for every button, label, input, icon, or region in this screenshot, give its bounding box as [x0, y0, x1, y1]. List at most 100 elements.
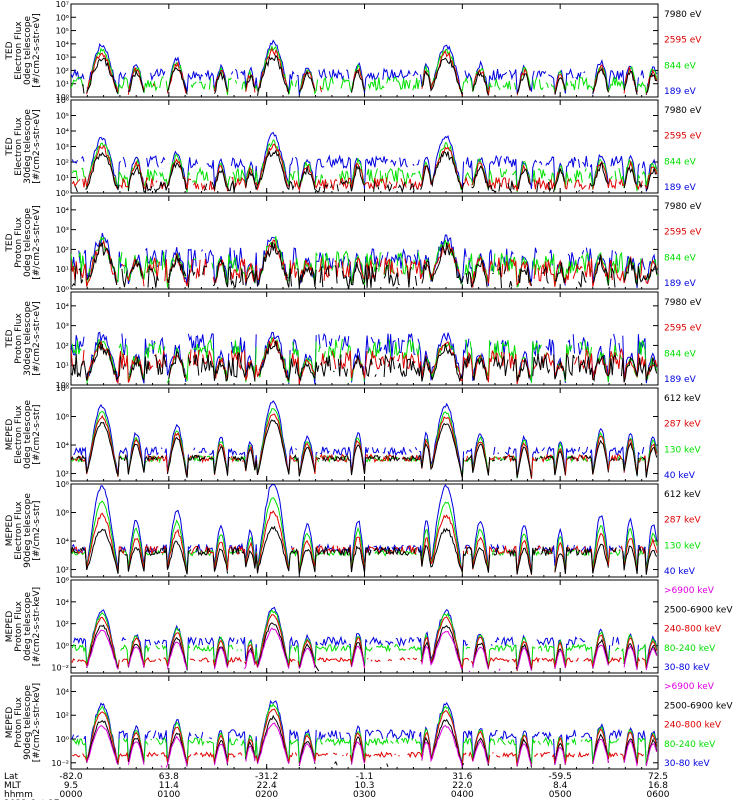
legend-entry: 80-240 keV	[664, 644, 716, 654]
series-trace-240-800-kev	[71, 614, 658, 671]
legend-entry: 2595 eV	[664, 324, 702, 334]
legend-entry: 844 eV	[664, 157, 697, 167]
y-tick-label: 10⁸	[56, 384, 69, 393]
x-tick-label: -59.5	[549, 772, 572, 782]
y-tick-label: 10⁷	[56, 0, 69, 9]
series-group	[71, 131, 658, 193]
x-tick-label: 63.8	[159, 772, 179, 782]
y-axis-label: 30deg telescope	[23, 301, 33, 376]
legend-entry: 7980 eV	[664, 106, 702, 116]
y-tick-label: 10⁴	[56, 40, 69, 49]
legend-entry: 240-800 keV	[664, 721, 722, 731]
series-trace-7980-ev	[82, 54, 657, 96]
x-tick-label: 0600	[647, 790, 670, 800]
legend-entry: 844 eV	[664, 253, 697, 263]
y-tick-label: 10³	[56, 226, 69, 235]
y-tick-label: 10⁴	[56, 598, 69, 607]
panel-8: 10⁻² 10⁰ 10² 10⁴ MEPED Proton Flux 90deg teles…	[5, 675, 733, 770]
y-axis-label: [#/cm2-s-str-keV]	[32, 683, 42, 762]
y-tick-label: 10²	[56, 245, 69, 254]
legend-entry: 612 keV	[664, 394, 701, 404]
series-trace-130-kev	[71, 497, 658, 574]
series-trace-7980-ev	[71, 241, 658, 289]
series-group	[71, 400, 658, 479]
y-tick-label: 10⁶	[56, 509, 69, 518]
y-tick-label: 10⁵	[56, 27, 69, 36]
x-tick-label: 22.4	[257, 781, 277, 791]
legend-entry: 189 eV	[664, 183, 697, 193]
x-tick-label: 22.0	[452, 781, 472, 791]
y-axis-label: MEPED	[5, 707, 15, 739]
legend-entry: 2595 eV	[664, 228, 702, 238]
legend-entry: 2595 eV	[664, 132, 702, 142]
series-trace--6900-kev	[86, 722, 658, 768]
legend-entry: 2595 eV	[664, 36, 702, 46]
y-tick-label: 10⁰	[56, 189, 69, 198]
y-tick-label: 10¹	[56, 265, 69, 274]
y-tick-label: 10⁴	[56, 441, 69, 450]
y-tick-label: 10¹	[56, 174, 69, 183]
y-tick-label: 10⁶	[56, 576, 69, 585]
y-tick-label: 10⁰	[56, 93, 69, 102]
x-tick-label: 10.3	[354, 781, 374, 791]
y-axis-label: TED	[5, 41, 15, 60]
panel-4: 10⁰ 10¹ 10² 10³ 10⁴ TED Proton Flux 30deg teles…	[5, 291, 702, 390]
legend-entry: 844 eV	[664, 61, 697, 71]
legend-entry: 2500-6900 keV	[664, 605, 733, 615]
series-trace-7980-ev	[71, 340, 658, 383]
x-tick-label: 0000	[60, 790, 83, 800]
panel-3: 10⁰ 10¹ 10² 10³ 10⁴ TED Proton Flux 0deg telesc…	[5, 195, 702, 294]
y-tick-label: 10⁻²	[51, 759, 69, 768]
y-tick-label: 10⁰	[56, 285, 69, 294]
x-tick-label: 0300	[353, 790, 376, 800]
y-axis-label: Proton Flux	[14, 601, 24, 652]
y-tick-label: 10³	[56, 53, 69, 62]
legend-entry: 240-800 keV	[664, 625, 722, 635]
legend-entry: 7980 eV	[664, 202, 702, 212]
x-tick-label: 9.5	[64, 781, 78, 791]
legend-entry: 189 eV	[664, 279, 697, 289]
y-tick-label: 10¹	[56, 80, 69, 89]
series-trace--6900-kev	[86, 627, 658, 672]
y-axis-label: [#/cm2-s-str-eV]	[32, 301, 42, 376]
panel-frame	[70, 3, 659, 98]
series-trace-2595-ev	[71, 336, 658, 385]
y-axis-label: Proton Flux	[14, 313, 24, 364]
y-tick-label: 10²	[56, 711, 69, 720]
y-tick-label: 10⁴	[56, 206, 69, 215]
legend-entry: 7980 eV	[664, 10, 702, 20]
legend-entry: 189 eV	[664, 375, 697, 385]
y-axis-label: [#/cm2-s-str-eV]	[32, 109, 42, 184]
legend-entry: 189 eV	[664, 87, 697, 97]
legend-entry: 287 keV	[664, 516, 701, 526]
panel-7: 10⁻² 10⁰ 10² 10⁴ 10⁶ MEPED Proton Flux 0deg tel…	[5, 576, 733, 674]
legend-entry: 2500-6900 keV	[664, 701, 733, 711]
y-tick-label: 10²	[56, 620, 69, 629]
y-tick-label: 10⁶	[56, 413, 69, 422]
y-tick-label: 10⁵	[56, 112, 69, 121]
y-axis-label: 0deg telescope	[23, 592, 33, 662]
y-tick-label: 10⁴	[56, 127, 69, 136]
x-tick-label: 0100	[157, 790, 180, 800]
y-tick-label: 10²	[56, 158, 69, 167]
y-axis-label: TED	[5, 329, 15, 348]
legend-entry: 40 keV	[664, 567, 696, 577]
legend-entry: 844 eV	[664, 349, 697, 359]
y-tick-label: 10²	[56, 566, 69, 575]
y-tick-label: 10³	[56, 322, 69, 331]
y-tick-label: 10⁰	[56, 641, 69, 650]
y-axis-label: Proton Flux	[14, 697, 24, 748]
legend-entry: 130 keV	[664, 445, 701, 455]
y-tick-label: 10¹	[56, 361, 69, 370]
series-group	[71, 606, 658, 672]
y-axis-label: [#/cm2-s-str-eV]	[32, 205, 42, 280]
legend-entry: 287 keV	[664, 420, 701, 430]
y-axis-label: MEPED	[5, 611, 15, 643]
x-row-label: Lat	[4, 772, 19, 782]
y-axis-label: [#/cm2-s-str-eV]	[32, 13, 42, 88]
y-axis-label: 0deg telescope	[23, 400, 33, 470]
legend-entry: 30-80 keV	[664, 759, 710, 769]
panel-2: 10⁰ 10¹ 10² 10³ 10⁴ 10⁵ 10⁶ TED Electron Flux 30d…	[5, 96, 702, 198]
y-axis-label: Electron Flux	[14, 117, 24, 176]
